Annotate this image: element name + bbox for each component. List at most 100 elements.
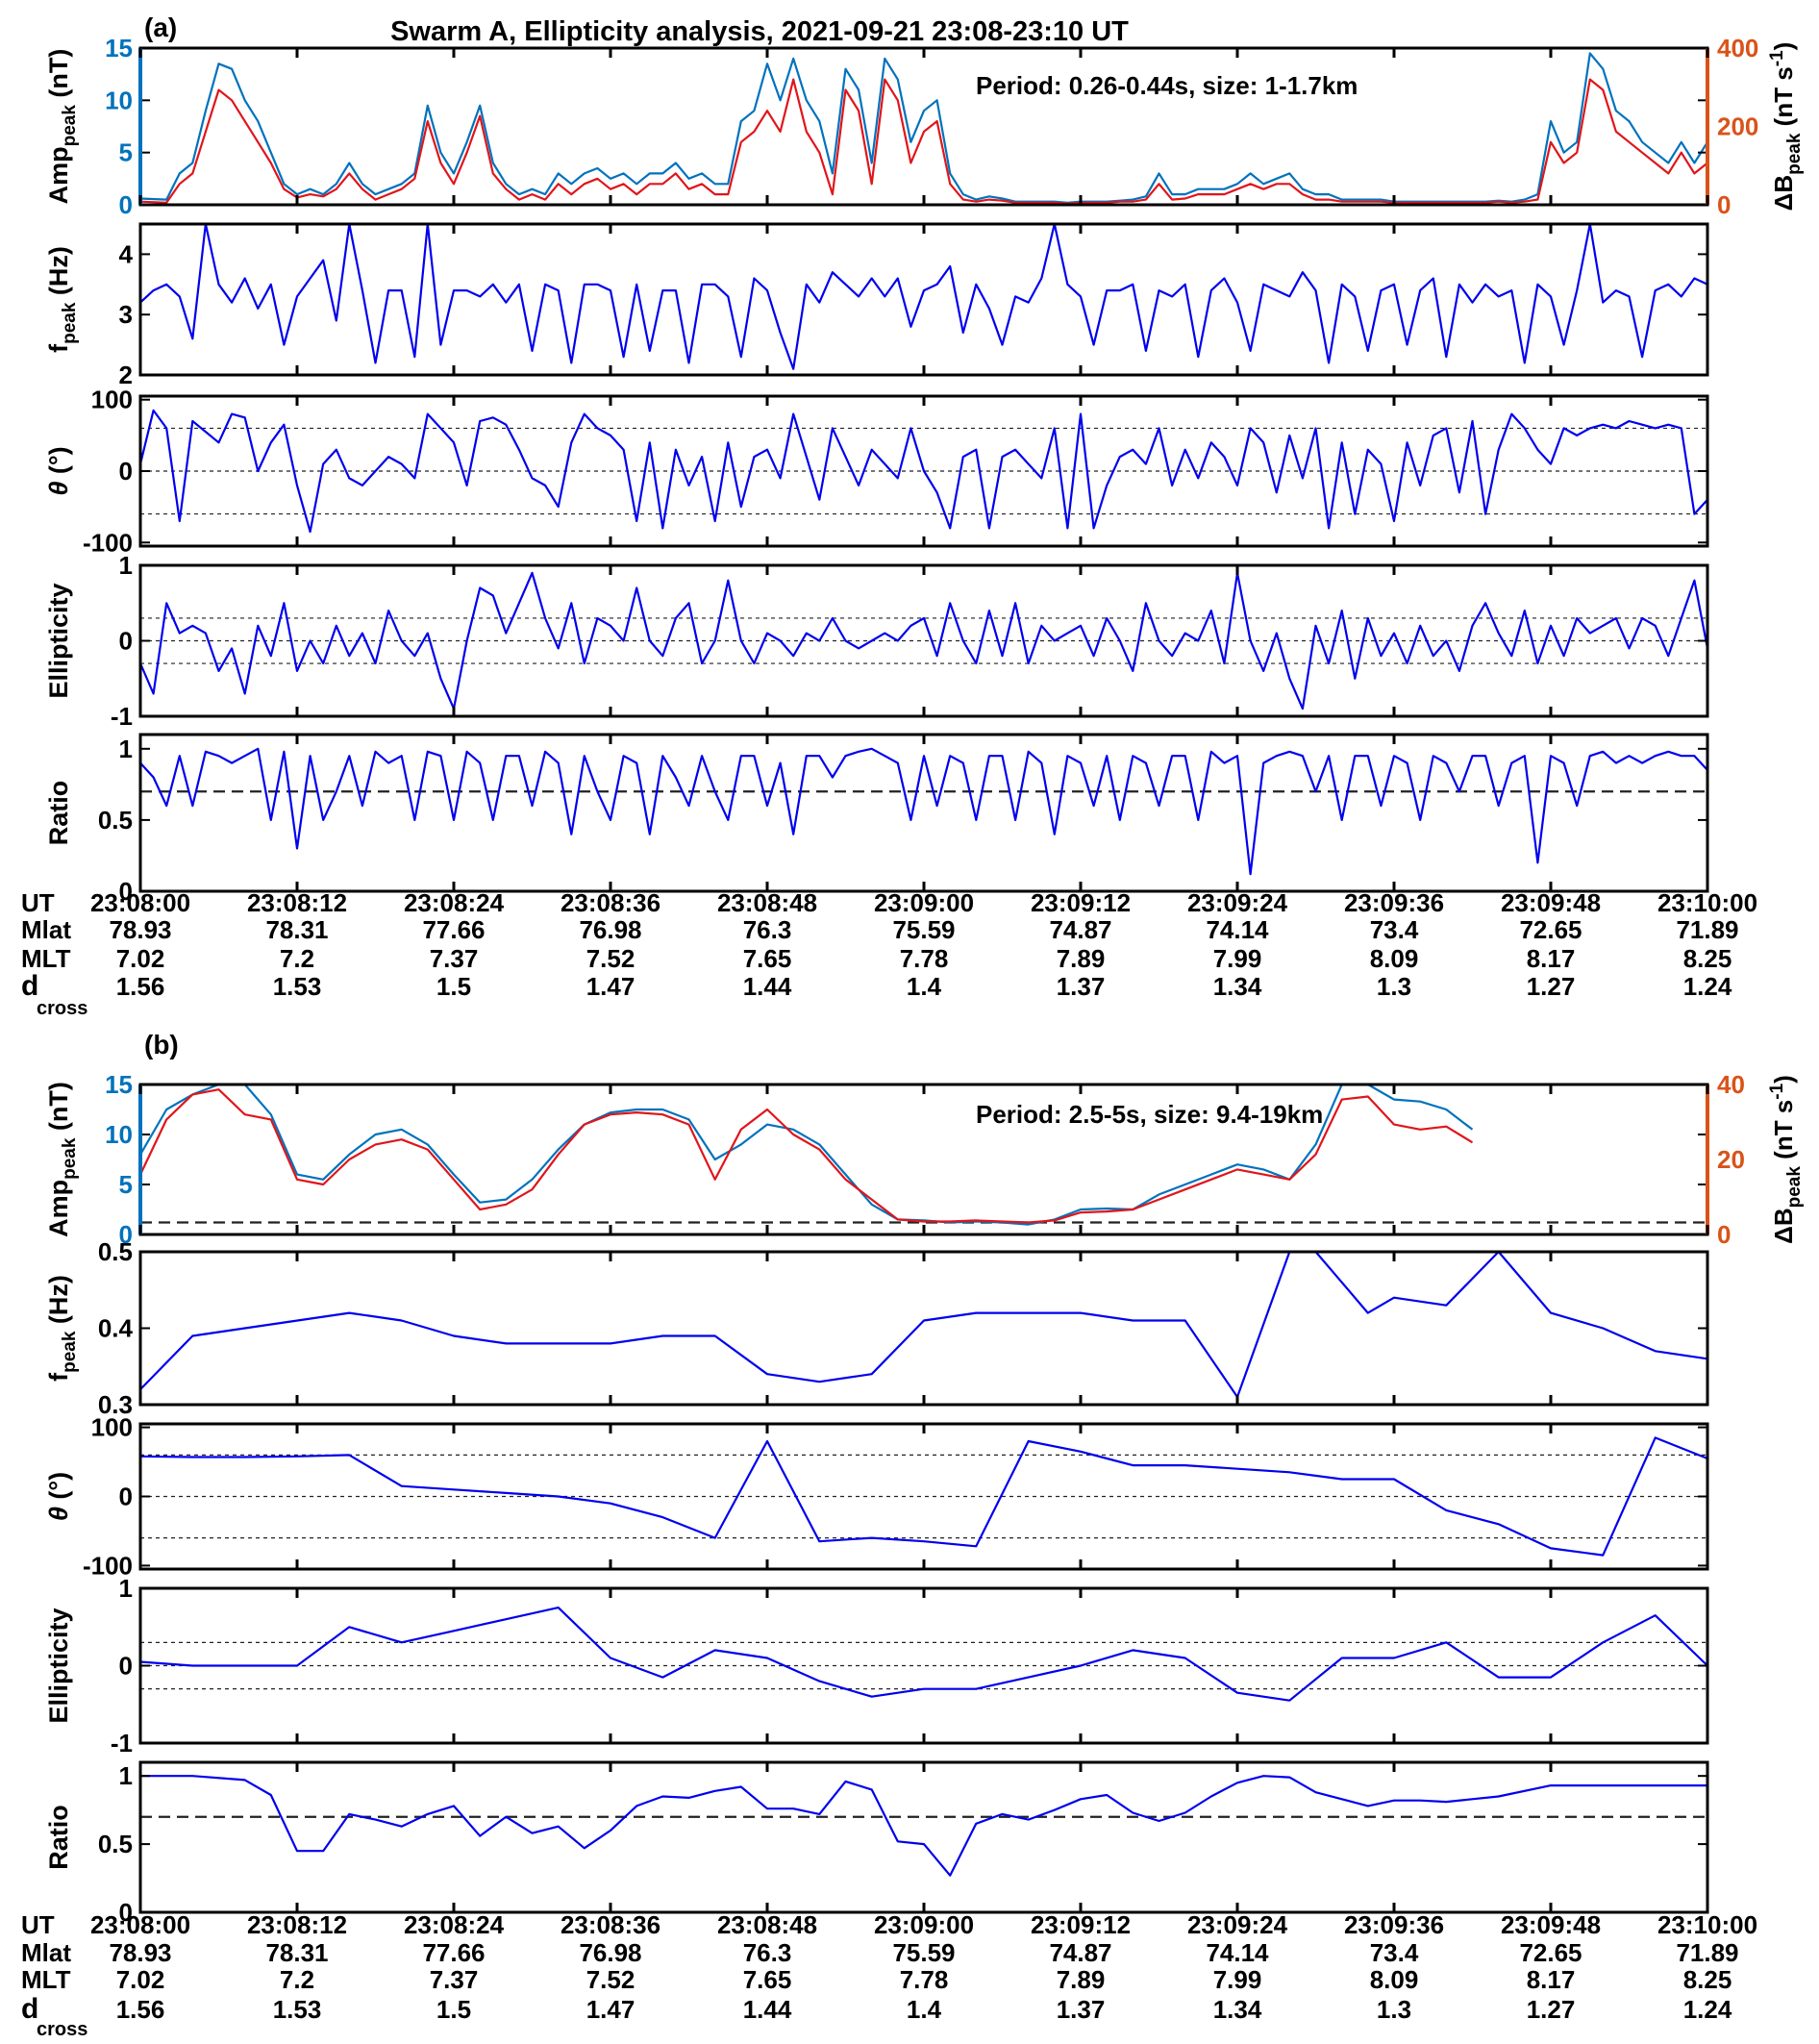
subplot-ellipticity: -1 0 1 Ellipticity (44, 551, 1709, 731)
y-tick-label: 0 (119, 627, 133, 656)
ut-tick-label: 23:08:36 (561, 1910, 660, 1939)
mlat-tick-label: 74.14 (1206, 1938, 1269, 1967)
y-axis-label-sub: peak (60, 1137, 80, 1180)
ut-tick-label: 23:09:24 (1187, 888, 1288, 917)
dcross-tick-label: 1.47 (586, 1995, 635, 2024)
mlt-tick-label: 7.02 (116, 944, 165, 973)
subplot-ratio: 0 0.5 1 Ratio (44, 1760, 1709, 1927)
dcross-tick-label: 1.4 (907, 1995, 942, 2024)
y-tick-label: -100 (83, 528, 133, 557)
data-line-fpeak-0 (139, 222, 1708, 370)
ut-tick-label: 23:09:36 (1344, 1910, 1444, 1939)
dcross-tick-label: 1.56 (116, 1995, 165, 2024)
y-axis-label: Ellipticity (44, 1608, 73, 1723)
data-line-ellipticity-0 (138, 571, 1709, 710)
dcross-tick-label: 1.3 (1377, 1995, 1411, 2024)
mlat-tick-label: 73.4 (1370, 915, 1419, 944)
mlat-tick-label: 74.87 (1049, 915, 1111, 944)
right-axis-label-end: ) (1769, 1075, 1798, 1084)
dcross-tick-label: 1.53 (273, 972, 322, 1001)
right-axis-label-main: ΔB (1769, 175, 1798, 211)
right-tick-label: 200 (1717, 112, 1758, 141)
ut-tick-label: 23:08:48 (717, 1910, 817, 1939)
mlt-tick-label: 7.65 (743, 1965, 792, 1994)
y-tick-label: 4 (119, 239, 134, 268)
y-tick-label: 0.5 (98, 806, 133, 835)
right-axis-label-sup: -1 (1767, 50, 1787, 66)
y-tick-label: 0.5 (98, 1830, 133, 1858)
right-tick-label: 0 (1717, 1220, 1731, 1249)
ut-tick-label: 23:08:24 (404, 888, 505, 917)
dcross-tick-label: 1.44 (743, 1995, 792, 2024)
data-line-ratio-0 (140, 1775, 1707, 1877)
right-axis-label: ΔBpeak (nT s-1) (1767, 42, 1805, 212)
right-tick-label: 20 (1717, 1145, 1745, 1174)
y-axis-label-unit: (nT) (44, 49, 73, 105)
y-tick-label: -1 (111, 702, 133, 731)
ut-tick-label: 23:08:00 (90, 1910, 190, 1939)
axes-frame (138, 1250, 1709, 1407)
ut-tick-label: 23:10:00 (1657, 1910, 1757, 1939)
figure-title: Swarm A, Ellipticity analysis, 2021-09-2… (390, 16, 1129, 47)
mlt-tick-label: 8.17 (1527, 944, 1576, 973)
dcross-tick-label: 1.53 (273, 1995, 322, 2024)
y-tick-label: 1 (119, 1574, 133, 1603)
period-annotation: Period: 0.26-0.44s, size: 1-1.7km (976, 71, 1358, 100)
mlt-tick-label: 7.78 (900, 1965, 949, 1994)
mlat-tick-label: 78.93 (109, 915, 171, 944)
y-tick-label: 0.4 (98, 1314, 134, 1343)
y-axis-label-main: Ellipticity (44, 1608, 73, 1723)
data-line-theta-0 (139, 1436, 1708, 1557)
axes-frame (138, 1083, 1709, 1236)
mlt-tick-label: 7.37 (430, 1965, 479, 1994)
y-tick-label: 10 (105, 1120, 133, 1149)
mlat-tick-label: 78.93 (109, 1938, 171, 1967)
mlat-tick-label: 75.59 (892, 915, 955, 944)
row-label-cross: cross (37, 2019, 87, 2039)
dcross-tick-label: 1.24 (1683, 1995, 1732, 2024)
y-axis-label-unit: (°) (44, 1472, 73, 1507)
axes-frame (138, 46, 1709, 207)
y-tick-label: 0 (119, 1898, 133, 1927)
mlat-tick-label: 76.98 (579, 1938, 641, 1967)
y-axis-label-unit: (Hz) (44, 246, 73, 302)
mlat-tick-label: 75.59 (892, 1938, 955, 1967)
dcross-tick-label: 1.37 (1057, 1995, 1106, 2024)
row-label-ut: UT (21, 1910, 55, 1939)
y-axis-label-main: θ (44, 482, 73, 496)
y-tick-label: 0 (119, 1483, 133, 1511)
mlat-tick-label: 77.66 (422, 1938, 485, 1967)
y-tick-label: 0.5 (98, 1237, 133, 1266)
mlt-tick-label: 7.02 (116, 1965, 165, 1994)
y-axis-label: θ (°) (44, 446, 73, 495)
mlat-tick-label: 77.66 (422, 915, 485, 944)
y-axis-label-main: f (44, 343, 73, 353)
y-axis-label-main: Ellipticity (44, 583, 73, 698)
subplot-ratio: 0 0.5 1 Ratio (44, 733, 1709, 906)
right-axis-label-end: ) (1769, 42, 1798, 51)
ut-tick-label: 23:09:00 (874, 1910, 974, 1939)
chart-b: (b)Period: 2.5-5s, size: 9.4-19km0510150… (21, 1030, 1805, 2040)
y-tick-label: 0 (119, 457, 133, 486)
dcross-tick-label: 1.37 (1057, 972, 1106, 1001)
y-tick-label: 10 (105, 86, 133, 114)
y-axis-label: θ (°) (44, 1472, 73, 1521)
row-label-ut: UT (21, 888, 55, 917)
right-axis-label-sub: peak (1784, 133, 1805, 175)
mlat-tick-label: 71.89 (1676, 1938, 1738, 1967)
data-line-ratio-0 (139, 747, 1708, 876)
y-axis-label-main: f (44, 1372, 73, 1382)
y-axis-label-sub: peak (60, 105, 80, 147)
right-tick-label: 0 (1717, 190, 1731, 219)
mlat-tick-label: 78.31 (265, 915, 328, 944)
y-axis-label: fpeak (Hz) (44, 1275, 80, 1382)
y-axis-label: Ellipticity (44, 583, 73, 698)
ut-tick-label: 23:08:12 (247, 888, 347, 917)
row-label-mlat: Mlat (21, 1938, 71, 1967)
y-axis-label: fpeak (Hz) (44, 246, 80, 353)
mlat-tick-label: 73.4 (1370, 1938, 1419, 1967)
ut-tick-label: 23:09:12 (1031, 1910, 1131, 1939)
mlat-tick-label: 76.3 (743, 915, 792, 944)
